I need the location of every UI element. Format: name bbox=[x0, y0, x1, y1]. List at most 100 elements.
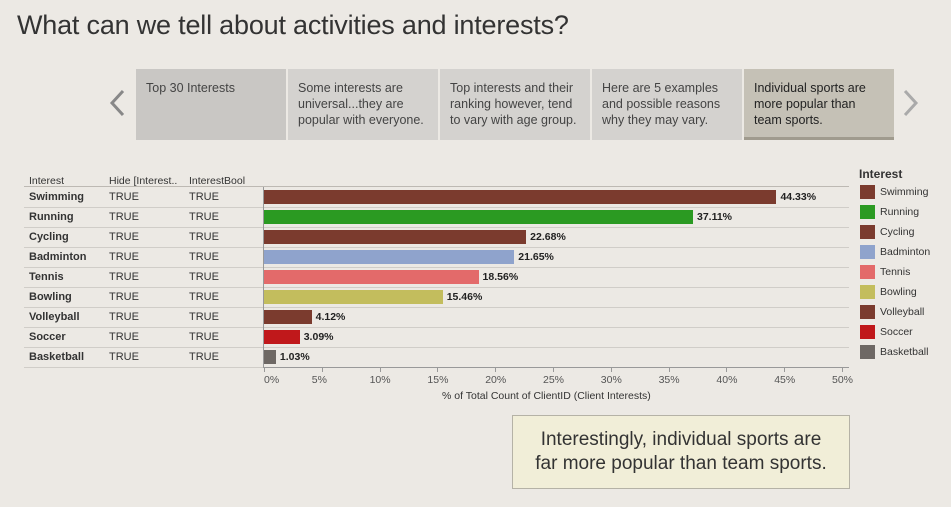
bar-tennis[interactable] bbox=[264, 270, 479, 284]
row-divider bbox=[24, 347, 849, 348]
legend-label: Cycling bbox=[880, 226, 915, 238]
x-tick-label: 15% bbox=[427, 374, 449, 386]
bar-swimming[interactable] bbox=[264, 190, 777, 204]
row-interest-name: Swimming bbox=[29, 191, 85, 203]
row-hide-value: TRUE bbox=[109, 251, 139, 263]
bar-running[interactable] bbox=[264, 210, 693, 224]
legend-swatch bbox=[860, 285, 875, 299]
story-point-3[interactable]: Top interests and their ranking however,… bbox=[440, 69, 590, 140]
row-bool-value: TRUE bbox=[189, 271, 219, 283]
legend-label: Soccer bbox=[880, 326, 913, 338]
bar-value-label: 21.65% bbox=[518, 251, 554, 263]
x-tick-label: 45% bbox=[774, 374, 796, 386]
bar-value-label: 4.12% bbox=[315, 311, 346, 323]
story-navigator: Top 30 Interests Some interests are univ… bbox=[136, 69, 894, 140]
next-arrow-icon[interactable] bbox=[900, 88, 920, 118]
callout-line-1: Interestingly, individual sports are bbox=[540, 429, 822, 450]
row-divider bbox=[24, 247, 849, 248]
x-tick-mark bbox=[842, 367, 843, 372]
legend-swatch bbox=[860, 245, 875, 259]
legend-label: Badminton bbox=[880, 246, 931, 258]
bar-value-label: 1.03% bbox=[279, 351, 310, 363]
x-tick-label: 0% bbox=[264, 374, 280, 386]
column-header-interest: Interest bbox=[29, 175, 65, 187]
legend-label: Swimming bbox=[880, 186, 929, 198]
x-tick-label: 35% bbox=[658, 374, 680, 386]
row-divider bbox=[24, 287, 849, 288]
legend-label: Bowling bbox=[880, 286, 917, 298]
column-header-bool: InterestBool bbox=[189, 175, 246, 187]
callout-box: Interestingly, individual sports are far… bbox=[512, 415, 850, 489]
bar-value-label: 37.11% bbox=[696, 211, 733, 223]
legend-label: Basketball bbox=[880, 346, 929, 358]
x-tick-label: 5% bbox=[311, 374, 327, 386]
row-bool-value: TRUE bbox=[189, 291, 219, 303]
row-hide-value: TRUE bbox=[109, 351, 139, 363]
header-divider bbox=[24, 186, 849, 187]
row-bool-value: TRUE bbox=[189, 351, 219, 363]
x-tick-mark bbox=[610, 367, 612, 372]
row-hide-value: TRUE bbox=[109, 331, 139, 343]
row-bool-value: TRUE bbox=[189, 251, 219, 263]
story-point-5[interactable]: Individual sports are more popular than … bbox=[744, 69, 894, 140]
column-header-hide: Hide [Interest.. bbox=[109, 175, 178, 187]
x-axis-line bbox=[263, 367, 849, 368]
row-hide-value: TRUE bbox=[109, 271, 139, 283]
row-bool-value: TRUE bbox=[189, 211, 219, 223]
legend-label: Tennis bbox=[880, 266, 911, 278]
bar-value-label: 15.46% bbox=[446, 291, 483, 303]
row-divider bbox=[24, 327, 849, 328]
bar-value-label: 18.56% bbox=[482, 271, 519, 283]
x-tick-mark bbox=[553, 367, 554, 372]
row-interest-name: Cycling bbox=[29, 231, 69, 243]
x-tick-mark bbox=[264, 367, 265, 372]
story-point-4[interactable]: Here are 5 examples and possible reasons… bbox=[592, 69, 742, 140]
y-axis-line bbox=[263, 187, 264, 367]
x-tick-mark bbox=[668, 367, 670, 372]
x-tick-mark bbox=[495, 367, 497, 372]
x-tick-label: 20% bbox=[485, 374, 507, 386]
row-hide-value: TRUE bbox=[109, 231, 139, 243]
row-interest-name: Bowling bbox=[29, 291, 72, 303]
row-interest-name: Basketball bbox=[29, 351, 85, 363]
bar-cycling[interactable] bbox=[264, 230, 527, 244]
x-tick-label: 50% bbox=[832, 374, 854, 386]
x-tick-mark bbox=[784, 367, 786, 372]
legend-title: Interest bbox=[859, 167, 903, 181]
row-interest-name: Volleyball bbox=[29, 311, 80, 323]
x-tick-label: 30% bbox=[600, 374, 622, 386]
bar-value-label: 44.33% bbox=[780, 191, 817, 203]
row-interest-name: Soccer bbox=[29, 331, 66, 343]
x-tick-label: 10% bbox=[369, 374, 391, 386]
callout-line-2: far more popular than team sports. bbox=[535, 453, 827, 474]
x-tick-mark bbox=[726, 367, 728, 372]
legend-label: Volleyball bbox=[880, 306, 925, 318]
story-point-1[interactable]: Top 30 Interests bbox=[136, 69, 286, 140]
bar-basketball[interactable] bbox=[264, 350, 276, 364]
bar-badminton[interactable] bbox=[264, 250, 515, 264]
row-hide-value: TRUE bbox=[109, 311, 139, 323]
x-tick-mark bbox=[321, 367, 323, 372]
row-hide-value: TRUE bbox=[109, 211, 139, 223]
row-interest-name: Badminton bbox=[29, 251, 87, 263]
x-tick-mark bbox=[379, 367, 381, 372]
bar-soccer[interactable] bbox=[264, 330, 300, 344]
row-divider bbox=[24, 207, 849, 208]
bar-bowling[interactable] bbox=[264, 290, 443, 304]
legend-swatch bbox=[860, 265, 875, 279]
x-axis-label: % of Total Count of ClientID (Client Int… bbox=[442, 390, 651, 402]
previous-arrow-icon[interactable] bbox=[108, 88, 128, 118]
row-hide-value: TRUE bbox=[109, 291, 139, 303]
bar-volleyball[interactable] bbox=[264, 310, 312, 324]
row-bool-value: TRUE bbox=[189, 331, 219, 343]
legend-swatch bbox=[860, 305, 875, 319]
bar-value-label: 22.68% bbox=[530, 231, 566, 243]
story-point-2[interactable]: Some interests are universal...they are … bbox=[288, 69, 438, 140]
row-interest-name: Running bbox=[29, 211, 74, 223]
legend-swatch bbox=[860, 205, 875, 219]
page-title: What can we tell about activities and in… bbox=[17, 10, 569, 40]
row-bool-value: TRUE bbox=[189, 191, 219, 203]
x-tick-label: 40% bbox=[716, 374, 738, 386]
row-hide-value: TRUE bbox=[109, 191, 139, 203]
legend-swatch bbox=[860, 185, 875, 199]
